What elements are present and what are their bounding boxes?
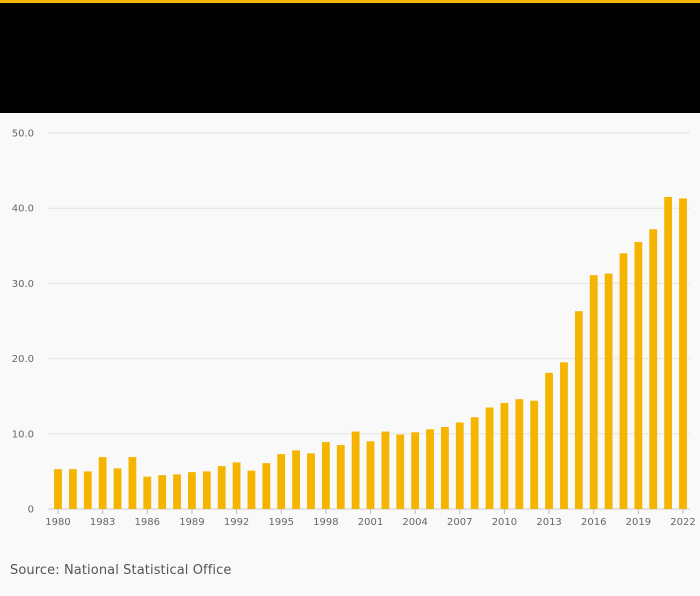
bar-chart: 0 10.0 20.0 30.0 40.0 50.0 1980 1983 1986 1989 199… [0,113,700,553]
bar [321,442,330,509]
bar [351,431,360,509]
bar [128,457,137,509]
y-tick-label: 10.0 [12,429,34,440]
bar [589,275,598,509]
bar [485,407,494,509]
bar [307,453,315,509]
x-tick-label: 1989 [179,517,204,528]
bar [664,196,673,510]
bar [411,432,420,509]
x-tick-label: 2022 [670,517,695,528]
x-tick-label: 2013 [536,517,561,528]
bar [54,469,62,509]
bar [396,434,405,509]
x-tick-label: 2001 [358,517,383,528]
bar [649,229,658,510]
bar [634,242,643,510]
x-tick-label: 2016 [581,517,606,528]
x-tick-label: 1992 [224,517,249,528]
bar [188,472,196,509]
accent-stripe [0,0,700,3]
bar [202,471,211,509]
x-tick-label: 1986 [135,517,160,528]
x-tick-label: 2019 [626,517,651,528]
bar [500,402,509,509]
bar [247,470,256,509]
bar [470,417,479,509]
y-tick-label: 50.0 [12,129,34,140]
bar [366,441,375,509]
bar [158,475,167,509]
y-tick-label: 40.0 [12,204,34,215]
x-tick-label: 2007 [447,517,472,528]
bar [545,372,553,509]
bar [604,273,613,509]
x-tick-label: 2004 [402,517,427,528]
bar [679,198,687,509]
bar [441,427,449,509]
bar [560,362,568,509]
source-note: Source: National Statistical Office [10,563,232,578]
x-tick-label: 1995 [268,517,293,528]
bar [574,311,583,509]
bar [292,450,300,509]
bar [68,469,77,509]
bar [336,445,345,509]
x-tick-label: 1998 [313,517,338,528]
x-tick-label: 2010 [492,517,517,528]
bar [217,466,226,509]
chart-svg: 0 10.0 20.0 30.0 40.0 50.0 1980 1983 1986 1989 199… [12,129,696,529]
x-tick-label: 1980 [45,517,70,528]
bar [113,468,122,509]
x-tick-label: 1983 [90,517,115,528]
bar [455,422,464,509]
y-tick-label: 30.0 [12,279,34,290]
bar [426,429,434,509]
bar [83,471,92,509]
header-band [0,3,700,113]
bar [143,476,152,509]
bar [232,462,241,509]
y-tick-label: 20.0 [12,354,34,365]
bar [98,457,107,509]
bar [173,474,181,509]
bar [381,431,390,509]
y-tick-label: 0 [28,505,34,516]
bar [530,400,539,509]
bar [277,454,286,509]
bar [619,253,628,509]
bar [262,463,271,509]
bar [515,399,524,509]
